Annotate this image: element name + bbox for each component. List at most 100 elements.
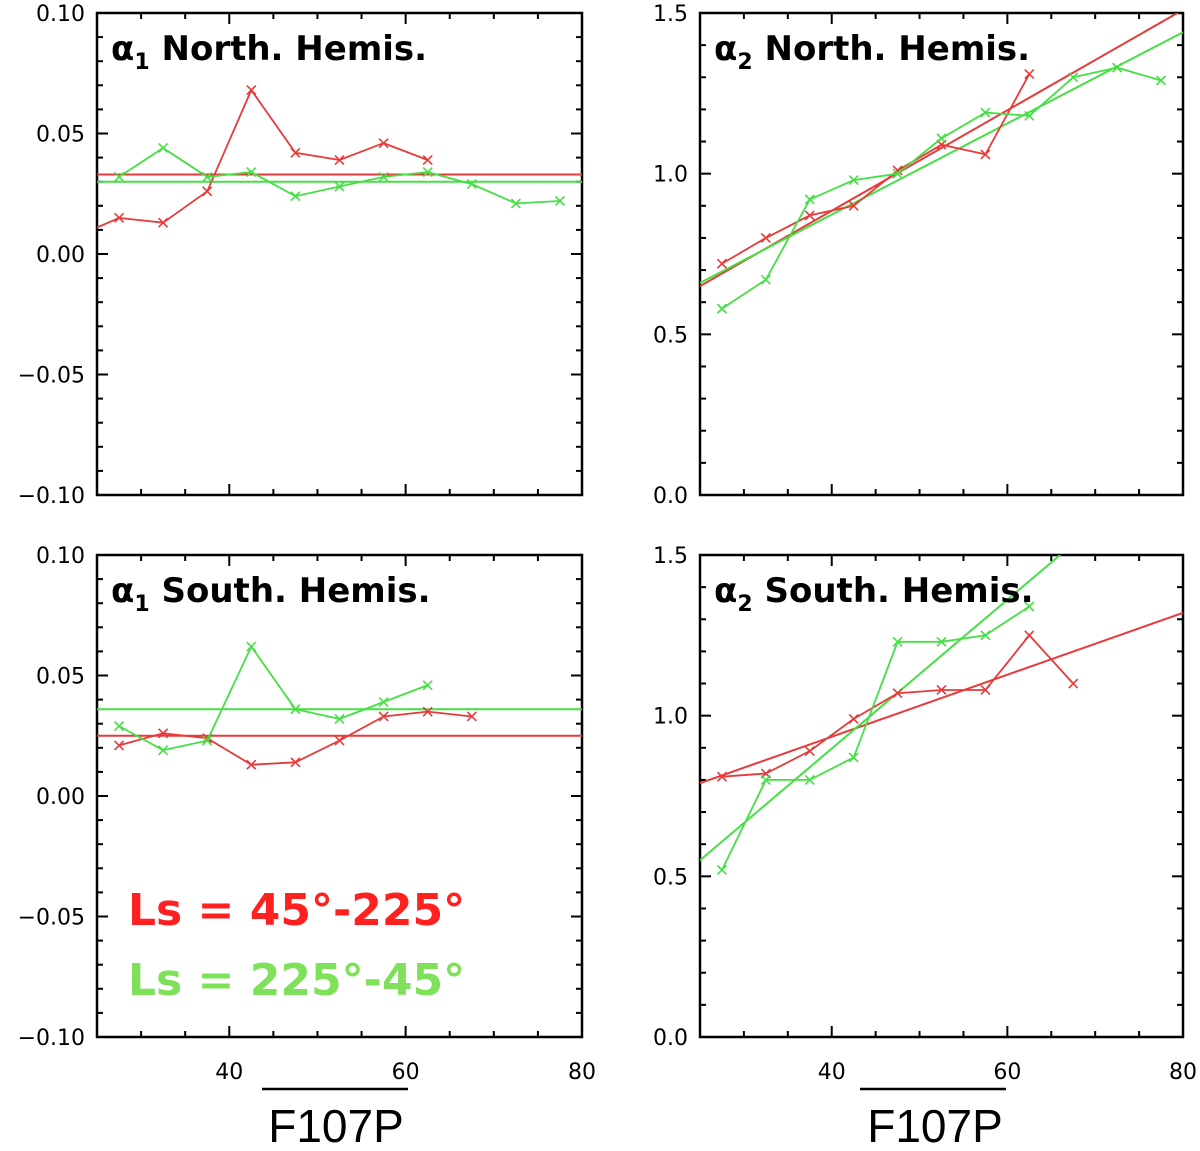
- axes-frame: [698, 11, 1185, 497]
- data-point-green: [422, 680, 433, 691]
- data-point-green: [804, 774, 815, 785]
- x-tick-label: 80: [568, 1060, 596, 1085]
- fit-line-red: [700, 611, 1183, 785]
- data-point-green: [378, 696, 389, 708]
- x-tick-label: 80: [1169, 1060, 1197, 1085]
- y-tick-label: 0.0: [653, 1026, 688, 1051]
- data-point-green: [422, 166, 433, 178]
- data-point-red: [760, 232, 771, 243]
- panel-title: α1 North. Hemis.: [111, 29, 427, 75]
- series-line-green: [118, 146, 561, 205]
- data-point-green: [334, 181, 345, 192]
- series-line-green: [721, 605, 1030, 871]
- y-tick-label: −0.05: [18, 906, 85, 931]
- panel-alpha1-south: −0.10 −0.05 0.00 0.05 0.10 40 60 80 α1 South. He…: [18, 544, 596, 1085]
- data-point-red: [716, 771, 728, 782]
- y-tick-label: 0.00: [36, 243, 85, 268]
- fit-line-green: [700, 555, 1061, 862]
- data-point-red: [246, 759, 257, 770]
- data-point-red: [804, 745, 815, 757]
- data-point-green: [290, 704, 301, 715]
- data-point-red: [334, 735, 345, 746]
- y-tick-label: 1.5: [653, 2, 688, 27]
- data-point-green: [378, 171, 389, 182]
- data-point-green: [936, 636, 947, 647]
- data-point-green: [1155, 75, 1167, 86]
- data-point-green: [848, 752, 859, 763]
- data-point-green: [892, 168, 903, 179]
- panel-alpha1-north: −0.10 −0.05 0.00 0.05 0.10 α1 North. Hemis.: [18, 2, 584, 509]
- y-tick-label: −0.10: [18, 1026, 85, 1051]
- data-point-green: [936, 133, 947, 144]
- y-tick-label: 0.05: [36, 123, 85, 148]
- data-point-red: [290, 147, 301, 158]
- data-point-red: [1024, 630, 1035, 641]
- data-point-red: [378, 138, 389, 149]
- plot-area: [97, 641, 582, 770]
- y-tick-label: −0.10: [18, 484, 85, 509]
- data-point-green: [554, 195, 566, 207]
- y-tick-label: 0.10: [36, 544, 85, 569]
- data-point-red: [158, 728, 169, 739]
- data-point-green: [716, 864, 728, 875]
- data-point-green: [290, 191, 301, 202]
- panel-title: α2 South. Hemis.: [714, 571, 1034, 617]
- data-point-green: [113, 171, 125, 182]
- x-tick-label: 60: [993, 1060, 1021, 1085]
- data-point-red: [422, 154, 433, 166]
- data-point-red: [848, 713, 859, 724]
- panel-title: α2 North. Hemis.: [714, 29, 1030, 75]
- data-point-red: [422, 706, 433, 717]
- x-tick-label: 40: [818, 1060, 846, 1085]
- data-point-green: [1024, 110, 1035, 121]
- xlabel-right: F107P: [867, 1100, 1003, 1151]
- data-point-green: [980, 107, 991, 118]
- data-point-red: [158, 217, 169, 228]
- y-tick-label: 0.5: [653, 323, 688, 348]
- data-point-red: [716, 258, 728, 269]
- data-point-red: [466, 711, 477, 722]
- y-tick-label: 1.0: [653, 163, 688, 188]
- data-point-red: [980, 149, 991, 160]
- axes-frame: [698, 553, 1185, 1039]
- plot-area: [700, 13, 1183, 314]
- plot-area: [97, 85, 582, 229]
- data-point-green: [510, 198, 521, 209]
- series-line-red: [721, 73, 1031, 265]
- data-point-green: [246, 166, 257, 178]
- data-point-red: [202, 186, 213, 197]
- y-tick-label: −0.05: [18, 364, 85, 389]
- y-tick-label: 0.00: [36, 785, 85, 810]
- data-point-red: [246, 85, 257, 96]
- series-line-green: [721, 66, 1162, 310]
- data-point-red: [1068, 678, 1079, 689]
- data-point-green: [202, 735, 213, 746]
- data-point-green: [466, 179, 477, 190]
- xlabel-left: F107P: [268, 1100, 404, 1151]
- y-tick-label: 1.5: [653, 544, 688, 569]
- data-point-green: [158, 142, 169, 154]
- data-point-red: [1024, 68, 1035, 80]
- series-line-green: [118, 644, 429, 752]
- legend-green-label: Ls = 225°-45°: [128, 955, 465, 1006]
- data-point-green: [848, 175, 859, 186]
- x-tick-label: 60: [392, 1060, 420, 1085]
- series-line-red: [118, 710, 472, 766]
- data-point-red: [892, 688, 903, 699]
- y-tick-label: 1.0: [653, 705, 688, 730]
- y-tick-label: 0.5: [653, 865, 688, 890]
- data-point-green: [1068, 72, 1079, 83]
- fit-line-green: [700, 31, 1183, 284]
- y-tick-label: 0.05: [36, 665, 85, 690]
- data-point-green: [716, 303, 728, 314]
- data-point-green: [202, 171, 213, 182]
- data-point-green: [760, 274, 771, 285]
- data-point-red: [290, 757, 301, 768]
- panels: −0.10 −0.05 0.00 0.05 0.10 α1 North. Hemis. 0.…: [18, 2, 1197, 1085]
- data-point-green: [113, 721, 125, 732]
- data-point-red: [936, 684, 947, 696]
- data-point-green: [1112, 62, 1123, 73]
- panel-alpha2-south: 0.0 0.5 1.0 1.5 40 60 80 α2 South. Hemis.: [653, 544, 1197, 1085]
- data-point-green: [892, 636, 903, 647]
